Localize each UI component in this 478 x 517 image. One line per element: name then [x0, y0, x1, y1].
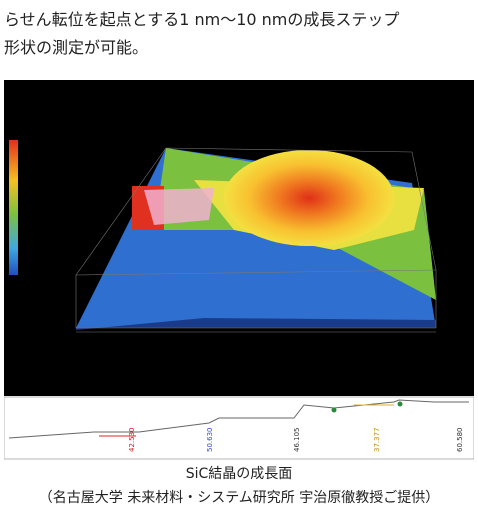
heading-line: 形状の測定が可能。	[4, 38, 149, 57]
caption: SiC結晶の成長面 （名古屋大学 未来材料・システム研究所 宇治原徹教授ご提供）	[0, 462, 478, 510]
figure: 42.530 50.630 46.105 37.377 60.580	[4, 80, 474, 460]
surface-hill	[224, 150, 394, 246]
profile-label: 46.105	[293, 428, 301, 453]
caption-line: SiC結晶の成長面	[185, 466, 293, 482]
surface-pink	[144, 188, 214, 225]
profile-panel	[4, 396, 474, 460]
profile-line	[8, 399, 469, 439]
profile-label: 60.580	[456, 428, 464, 453]
profile-point	[331, 407, 337, 413]
heading-line: らせん転位を起点とする1 nm～10 nmの成長ステップ	[4, 10, 400, 29]
axes-frame	[75, 147, 437, 333]
colorbar	[9, 140, 18, 275]
caption-line: （名古屋大学 未来材料・システム研究所 宇治原徹教授ご提供）	[38, 490, 440, 506]
profile-label: 42.530	[128, 428, 136, 453]
profile-point	[397, 401, 403, 407]
profile-label: 37.377	[373, 428, 381, 453]
heading: らせん転位を起点とする1 nm～10 nmの成長ステップ 形状の測定が可能。	[4, 6, 399, 62]
profile-label: 50.630	[206, 428, 214, 453]
surface-front	[76, 318, 436, 330]
